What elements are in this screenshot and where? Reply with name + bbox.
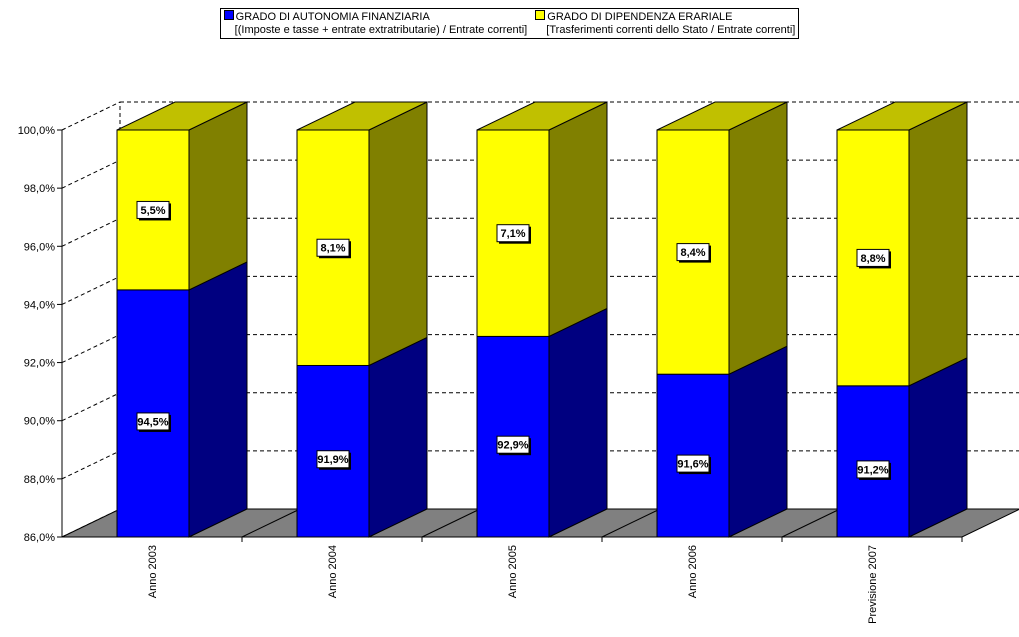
data-label-dipendenza-0: 5,5% — [140, 205, 165, 217]
y-tick-label: 94,0% — [24, 299, 55, 311]
data-label-dipendenza-1-box — [316, 238, 350, 257]
gridline-depth — [61, 217, 121, 247]
bar-autonomia-0-side — [188, 261, 248, 538]
bar-dipendenza-0-side — [188, 101, 248, 291]
y-tick-label: 100,0% — [18, 125, 56, 137]
data-label-autonomia-2: 92,9% — [497, 440, 528, 452]
bar-autonomia-1-side — [368, 336, 428, 538]
y-tick-label: 90,0% — [24, 416, 55, 428]
data-labels: 94,5% 5,5% 91,9% 8,1% 92,9% 7,1% 91,6% 8,4% 91,2… — [136, 200, 891, 480]
y-tick-label: 88,0% — [24, 474, 55, 486]
y-tick-label: 96,0% — [24, 241, 55, 253]
bar-autonomia-4-side — [908, 357, 968, 538]
legend-box: GRADO DI AUTONOMIA FINANZIARIA [(Imposte… — [219, 8, 800, 39]
data-label-autonomia-1: 91,9% — [317, 454, 348, 466]
data-label-dipendenza-3: 8,4% — [680, 247, 705, 259]
data-label-autonomia-0-box — [136, 412, 170, 431]
data-label-dipendenza-1: 8,1% — [320, 243, 345, 255]
bar-dipendenza-1-side — [368, 101, 428, 367]
gridline-depth — [61, 334, 121, 364]
data-label-dipendenza-2-box — [496, 224, 530, 243]
gridline-depth — [61, 392, 121, 422]
data-label-autonomia-3-box — [676, 454, 710, 473]
legend-label-dipendenza: GRADO DI DIPENDENZA ERARIALE — [547, 11, 733, 23]
gridline-depth — [61, 159, 121, 189]
category-label-3: Anno 2006 — [687, 545, 699, 598]
gridline-depth — [61, 450, 121, 480]
legend-entry-autonomia: GRADO DI AUTONOMIA FINANZIARIA [(Imposte… — [223, 10, 528, 37]
floor-divider — [421, 508, 481, 538]
y-tick-label: 92,0% — [24, 358, 55, 370]
data-label-autonomia-4: 91,2% — [857, 464, 888, 476]
data-label-autonomia-1-box — [316, 450, 350, 469]
floor-divider — [781, 508, 841, 538]
category-label-4: Previsione 2007 — [867, 545, 879, 624]
data-label-autonomia-4-box — [856, 460, 890, 479]
data-label-dipendenza-3-box — [676, 243, 710, 262]
data-label-autonomia-2-box — [496, 435, 530, 454]
bar-autonomia-2-side — [548, 307, 608, 538]
data-label-dipendenza-4-box — [856, 248, 890, 267]
category-label-0: Anno 2003 — [147, 545, 159, 598]
category-label-1: Anno 2004 — [327, 545, 339, 598]
bar-dipendenza-3-side — [728, 101, 788, 375]
y-tick-label: 86,0% — [24, 532, 55, 544]
legend: GRADO DI AUTONOMIA FINANZIARIA [(Imposte… — [0, 8, 1019, 39]
bar-dipendenza-3-top — [656, 101, 788, 131]
data-label-dipendenza-0-box — [136, 200, 170, 219]
data-label-autonomia-3: 91,6% — [677, 459, 708, 471]
data-label-dipendenza-4: 8,8% — [860, 253, 885, 265]
bar-dipendenza-0-top — [116, 101, 248, 131]
legend-label-autonomia: GRADO DI AUTONOMIA FINANZIARIA — [235, 11, 430, 23]
data-label-dipendenza-2: 7,1% — [500, 228, 525, 240]
bar-dipendenza-4-side — [908, 101, 968, 387]
category-label-2: Anno 2005 — [507, 545, 519, 598]
floor-divider — [241, 508, 301, 538]
y-tick-label: 98,0% — [24, 183, 55, 195]
bar-dipendenza-1-top — [296, 101, 428, 131]
bars — [116, 101, 968, 538]
legend-entry-dipendenza: GRADO DI DIPENDENZA ERARIALE [Trasferime… — [535, 10, 795, 37]
x-axis: Anno 2003 Anno 2004 Anno 2005 Anno 2006 Prev… — [62, 536, 963, 624]
y-axis: 86,0% 88,0% 90,0% 92,0% 94,0% 96,0% 98,0% 100,0… — [18, 125, 63, 544]
data-label-autonomia-0: 94,5% — [137, 416, 168, 428]
gridline-depth — [61, 275, 121, 305]
bar-autonomia-3-side — [728, 345, 788, 538]
legend-swatch-autonomia — [223, 10, 234, 20]
legend-desc-dipendenza: [Trasferimenti correnti dello Stato / En… — [546, 24, 796, 36]
bar-dipendenza-2-top — [476, 101, 608, 131]
legend-desc-autonomia: [(Imposte e tasse + entrate extratributa… — [234, 24, 528, 36]
legend-swatch-dipendenza — [535, 10, 546, 20]
bar-dipendenza-2-side — [548, 101, 608, 338]
floor-divider — [601, 508, 661, 538]
gridline-depth — [61, 101, 121, 131]
bar-dipendenza-4-top — [836, 101, 968, 131]
